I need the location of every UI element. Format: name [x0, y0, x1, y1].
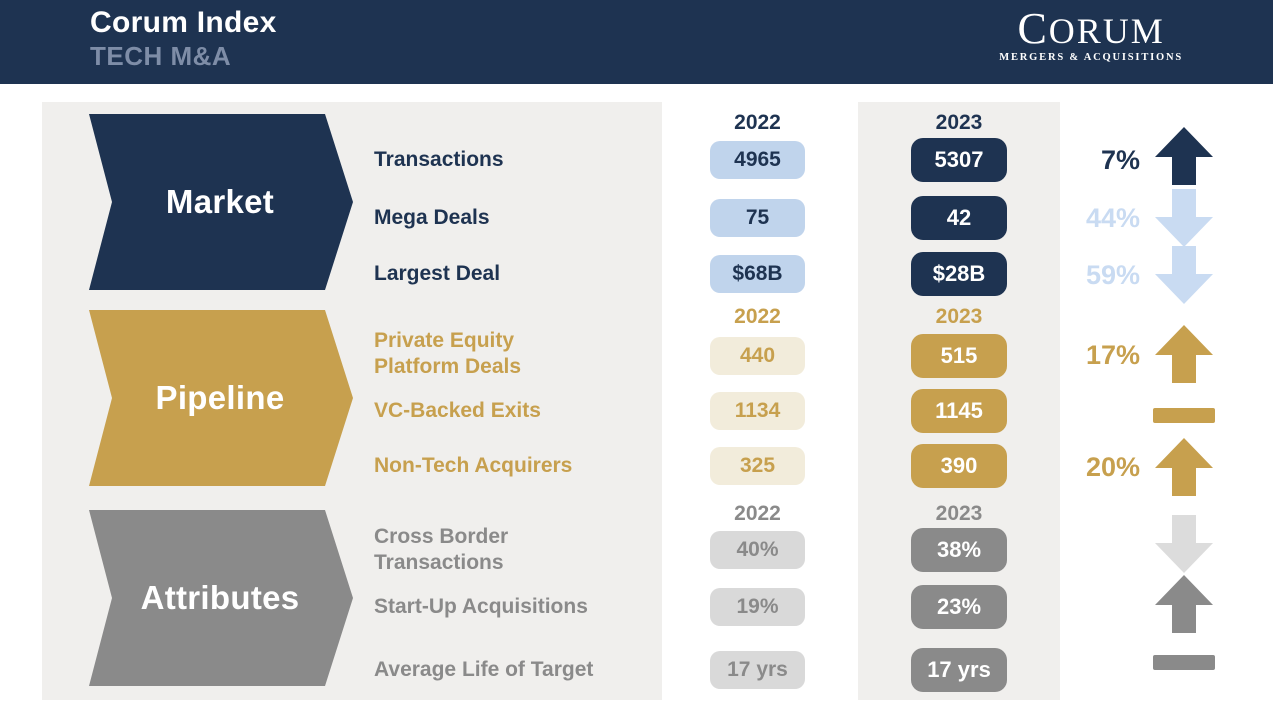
metric-label-cross-border: Cross Border Transactions — [374, 522, 654, 578]
metric-label-line2: Transactions — [374, 551, 504, 574]
change-percent-largest-deal: 59% — [1085, 260, 1140, 290]
metric-label-line2: Platform Deals — [374, 355, 522, 378]
metric-label-vc-backed-exits: VC-Backed Exits — [374, 383, 654, 439]
value-2022-non-tech-acquirers: 325 — [710, 447, 805, 485]
metric-label-transactions: Transactions — [374, 132, 654, 188]
value-2023-transactions: 5307 — [911, 138, 1007, 182]
attributes-year-header-2022: 2022 — [734, 502, 781, 525]
metric-label-start-up-acquisitions: Start-Up Acquisitions — [374, 579, 654, 635]
value-2023-largest-deal: $28B — [911, 252, 1007, 296]
pipeline-year-header-2023: 2023 — [935, 305, 983, 328]
metric-label-line1: Transactions — [374, 148, 504, 171]
down-arrow-icon — [1155, 246, 1213, 304]
metric-label-line1: Private Equity — [374, 329, 515, 352]
down-arrow-icon — [1155, 515, 1213, 573]
flat-dash-icon — [1153, 655, 1215, 670]
value-2022-cross-border: 40% — [710, 531, 805, 569]
value-2022-largest-deal: $68B — [710, 255, 805, 293]
metric-label-line1: Mega Deals — [374, 206, 490, 229]
value-2022-start-up-acquisitions: 19% — [710, 588, 805, 626]
page-subtitle: TECH M&A — [90, 41, 232, 71]
pipeline-year-header-2022: 2022 — [734, 305, 781, 328]
metric-label-non-tech-acquirers: Non-Tech Acquirers — [374, 438, 654, 494]
metric-label-line1: Largest Deal — [374, 262, 501, 285]
metric-label-largest-deal: Largest Deal — [374, 246, 654, 302]
change-percent-mega-deals: 44% — [1085, 203, 1140, 233]
metric-label-line1: Start-Up Acquisitions — [374, 595, 588, 618]
metric-label-pe-platform-deals: Private Equity Platform Deals — [374, 326, 654, 382]
value-2023-vc-backed-exits: 1145 — [911, 389, 1007, 433]
value-2022-transactions: 4965 — [710, 141, 805, 179]
metric-label-line1: Average Life of Target — [374, 658, 594, 681]
attributes-year-header-2023: 2023 — [935, 502, 983, 525]
page-title: Corum Index — [90, 6, 277, 39]
metric-label-average-life: Average Life of Target — [374, 642, 654, 698]
section-title-pipeline: Pipeline — [155, 379, 285, 416]
change-percent-pe-platform-deals: 17% — [1085, 340, 1140, 370]
down-arrow-icon — [1155, 189, 1213, 247]
up-arrow-icon — [1155, 127, 1213, 185]
up-arrow-icon — [1155, 438, 1213, 496]
metric-label-line1: Cross Border — [374, 525, 509, 548]
value-2023-pe-platform-deals: 515 — [911, 334, 1007, 378]
market-chevron — [89, 114, 353, 290]
value-2022-vc-backed-exits: 1134 — [710, 392, 805, 430]
value-2023-cross-border: 38% — [911, 528, 1007, 572]
value-2023-mega-deals: 42 — [911, 196, 1007, 240]
corum-logo: CORUM MERGERS & ACQUISITIONS — [999, 4, 1183, 64]
value-2023-average-life: 17 yrs — [911, 648, 1007, 692]
section-title-attributes: Attributes — [140, 579, 300, 616]
market-year-header-2022: 2022 — [734, 111, 781, 134]
value-2022-pe-platform-deals: 440 — [710, 337, 805, 375]
up-arrow-icon — [1155, 575, 1213, 633]
section-title-market: Market — [165, 183, 275, 220]
corum-logo-tagline: MERGERS & ACQUISITIONS — [999, 52, 1183, 63]
corum-logo-wordmark: CORUM — [1017, 4, 1165, 53]
pipeline-chevron — [89, 310, 353, 486]
flat-dash-icon — [1153, 408, 1215, 423]
up-arrow-icon — [1155, 325, 1213, 383]
value-2023-start-up-acquisitions: 23% — [911, 585, 1007, 629]
metric-label-line1: Non-Tech Acquirers — [374, 454, 573, 477]
attributes-chevron — [89, 510, 353, 686]
value-2023-non-tech-acquirers: 390 — [911, 444, 1007, 488]
change-percent-non-tech-acquirers: 20% — [1085, 452, 1140, 482]
metric-label-line1: VC-Backed Exits — [374, 399, 541, 422]
market-year-header-2023: 2023 — [935, 111, 983, 134]
value-2022-mega-deals: 75 — [710, 199, 805, 237]
header-bar: Corum Index TECH M&A CORUM MERGERS & ACQ… — [0, 0, 1273, 84]
change-percent-transactions: 7% — [1100, 145, 1140, 175]
value-2022-average-life: 17 yrs — [710, 651, 805, 689]
metric-label-mega-deals: Mega Deals — [374, 190, 654, 246]
